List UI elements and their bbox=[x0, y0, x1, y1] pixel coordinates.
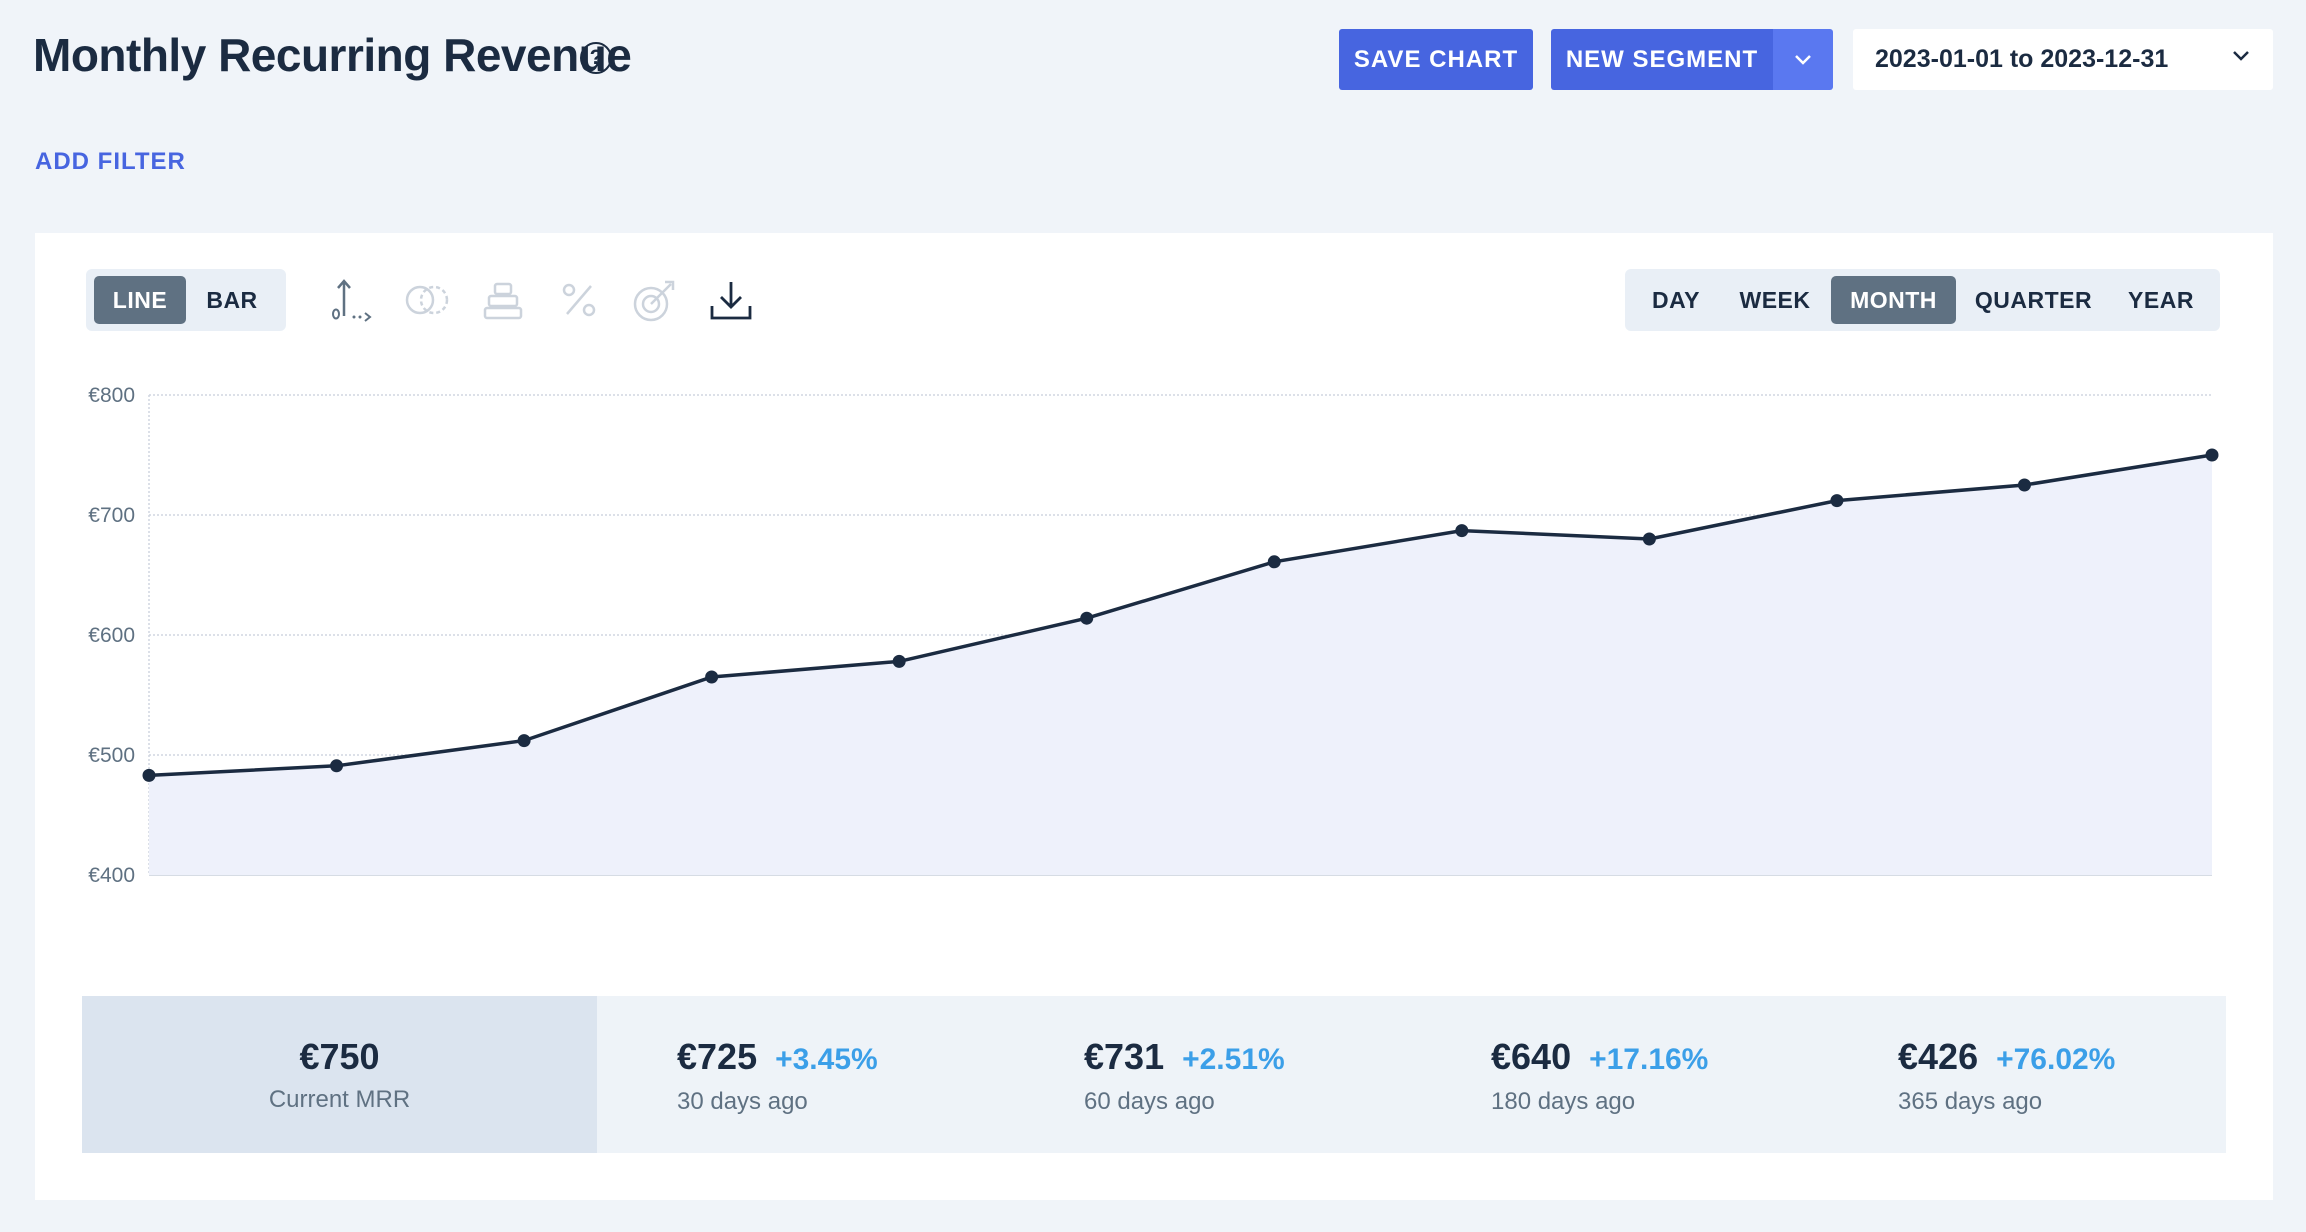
question-circle-icon[interactable]: ? bbox=[580, 42, 612, 74]
data-point[interactable] bbox=[1267, 555, 1281, 569]
stack-icon[interactable] bbox=[478, 275, 528, 325]
data-point[interactable] bbox=[705, 670, 719, 684]
y-tick-label: €800 bbox=[88, 384, 135, 407]
metric-label: 30 days ago bbox=[677, 1088, 808, 1115]
new-segment-button[interactable]: NEW SEGMENT bbox=[1551, 29, 1773, 90]
chart-type-line-button[interactable]: LINE bbox=[94, 276, 186, 324]
metric-change: +2.51% bbox=[1182, 1043, 1285, 1076]
compare-segments-icon[interactable] bbox=[403, 275, 453, 325]
y-tick-label: €700 bbox=[88, 504, 135, 527]
data-point[interactable] bbox=[330, 759, 344, 773]
mrr-area-fill bbox=[149, 455, 2212, 875]
metric-label: 60 days ago bbox=[1084, 1088, 1215, 1115]
add-filter-link[interactable]: ADD FILTER bbox=[35, 148, 186, 175]
chevron-down-icon bbox=[2233, 51, 2249, 61]
metric-value: €731 bbox=[1084, 1036, 1165, 1077]
metric-change: +76.02% bbox=[1996, 1043, 2116, 1076]
goal-target-icon[interactable] bbox=[630, 275, 680, 325]
data-point[interactable] bbox=[1830, 494, 1844, 508]
metric-label: 365 days ago bbox=[1898, 1088, 2043, 1115]
y-tick-label: €600 bbox=[88, 624, 135, 647]
data-point[interactable] bbox=[1455, 524, 1469, 538]
metrics-summary: €750 Current MRR €725 +3.45% 30 days ago … bbox=[82, 996, 2226, 1153]
metric-change: +17.16% bbox=[1589, 1043, 1709, 1076]
comparison-metric-60d: €731 +2.51% 60 days ago bbox=[1084, 1036, 1285, 1116]
data-point[interactable] bbox=[892, 654, 906, 668]
metric-label: 180 days ago bbox=[1491, 1088, 1636, 1115]
date-range-value: 2023-01-01 to 2023-12-31 bbox=[1875, 45, 2169, 73]
mrr-line bbox=[148, 453, 2213, 778]
data-point[interactable] bbox=[2017, 478, 2031, 492]
current-mrr-metric: €750 Current MRR bbox=[82, 996, 597, 1153]
data-point[interactable] bbox=[517, 734, 531, 748]
y-tick-label: €400 bbox=[88, 864, 135, 883]
data-point[interactable] bbox=[2205, 448, 2219, 462]
comparison-metric-30d: €725 +3.45% 30 days ago bbox=[677, 1036, 878, 1116]
chevron-down-icon bbox=[1795, 54, 1811, 65]
data-point[interactable] bbox=[1080, 611, 1094, 625]
chart-card: LINE BAR bbox=[35, 233, 2273, 1200]
metric-value: €426 bbox=[1898, 1036, 1979, 1077]
download-icon[interactable] bbox=[706, 275, 756, 325]
interval-toggle: DAY WEEK MONTH QUARTER YEAR bbox=[1625, 269, 2220, 331]
percentage-icon[interactable] bbox=[554, 275, 604, 325]
data-point[interactable] bbox=[142, 768, 156, 782]
interval-day-button[interactable]: DAY bbox=[1652, 286, 1700, 313]
interval-year-button[interactable]: YEAR bbox=[2128, 286, 2194, 313]
current-mrr-label: Current MRR bbox=[268, 1085, 411, 1113]
date-range-select[interactable]: 2023-01-01 to 2023-12-31 bbox=[1853, 29, 2273, 90]
data-point[interactable] bbox=[1642, 532, 1656, 546]
mrr-line-chart: €800€700€600€500€400 Jan 2023Mar 2023May… bbox=[88, 384, 2219, 883]
new-segment-dropdown-button[interactable] bbox=[1773, 29, 1833, 90]
interval-week-button[interactable]: WEEK bbox=[1739, 286, 1811, 313]
comparison-metric-180d: €640 +17.16% 180 days ago bbox=[1491, 1036, 1708, 1116]
metric-change: +3.45% bbox=[775, 1043, 878, 1076]
axis-toggle-icon[interactable] bbox=[327, 275, 377, 325]
mrr-data-points bbox=[142, 448, 2219, 782]
interval-month-button[interactable]: MONTH bbox=[1831, 276, 1956, 324]
y-axis-ticks: €800 €700 €600 €500 €400 bbox=[88, 384, 135, 883]
y-tick-label: €500 bbox=[88, 744, 135, 767]
chart-type-toggle: LINE BAR bbox=[86, 269, 286, 331]
page-title: Monthly Recurring Revenue bbox=[33, 29, 632, 81]
interval-quarter-button[interactable]: QUARTER bbox=[1974, 286, 2093, 313]
save-chart-button[interactable]: SAVE CHART bbox=[1339, 29, 1533, 90]
metric-value: €640 bbox=[1491, 1036, 1572, 1077]
current-mrr-value: €750 bbox=[299, 1035, 380, 1077]
comparison-metric-365d: €426 +76.02% 365 days ago bbox=[1898, 1036, 2115, 1116]
metric-value: €725 bbox=[677, 1036, 758, 1077]
chart-type-bar-button[interactable]: BAR bbox=[206, 286, 258, 313]
page-header: Monthly Recurring Revenue ? SAVE CHART N… bbox=[0, 0, 2306, 120]
